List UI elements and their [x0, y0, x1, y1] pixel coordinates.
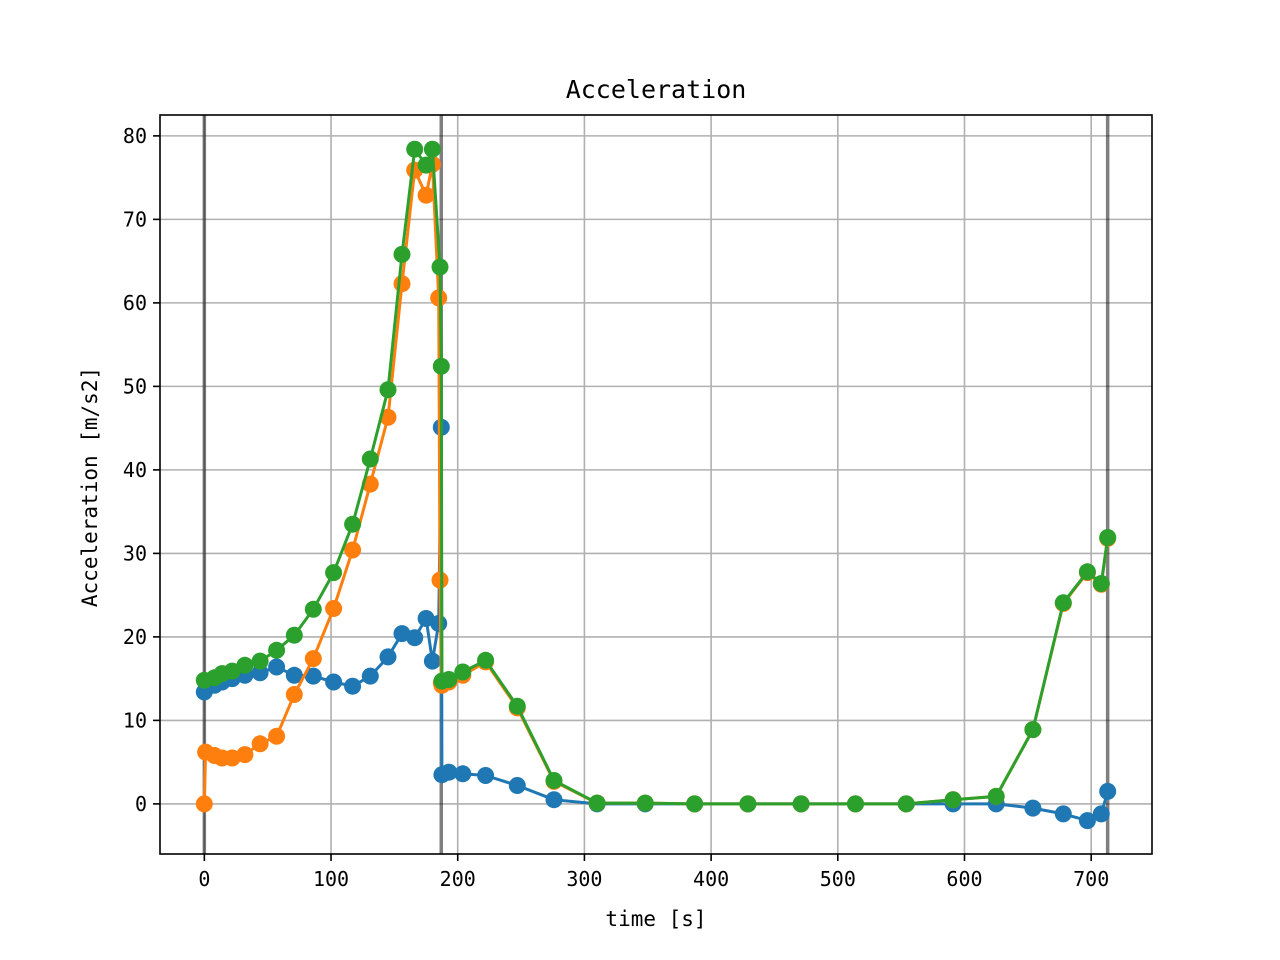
data-point	[423, 140, 441, 158]
data-point	[251, 664, 269, 682]
x-tick-label: 500	[820, 867, 856, 891]
y-tick-label: 70	[123, 207, 147, 231]
data-point	[588, 794, 606, 812]
series-3	[195, 140, 1117, 813]
data-point	[636, 794, 654, 812]
axis-ticks: 0 100 200 300 400 500 600 700 0 10 20 30 40 50 60 70 80	[123, 124, 1109, 891]
data-point	[1092, 575, 1110, 592]
data-point	[739, 795, 757, 813]
data-point	[325, 673, 343, 691]
chart-title: Acceleration	[566, 75, 747, 104]
y-tick-label: 30	[123, 541, 147, 565]
data-point	[325, 600, 343, 617]
data-point	[440, 763, 458, 781]
data-point	[847, 795, 864, 813]
data-point	[1054, 594, 1072, 612]
data-point	[268, 641, 286, 659]
y-tick-label: 50	[123, 374, 147, 398]
data-point	[417, 156, 435, 174]
x-tick-label: 200	[440, 867, 476, 891]
data-point	[344, 515, 362, 533]
x-tick-label: 600	[946, 867, 982, 891]
data-point	[304, 600, 322, 618]
data-point	[325, 564, 343, 582]
y-tick-label: 20	[123, 625, 147, 649]
data-point	[432, 357, 450, 375]
data-point	[251, 735, 269, 753]
data-point	[686, 795, 704, 813]
data-point	[1078, 563, 1096, 581]
data-point	[1099, 782, 1117, 800]
data-point	[251, 652, 269, 670]
data-point	[379, 381, 397, 399]
data-point	[987, 787, 1005, 805]
y-tick-label: 40	[123, 458, 147, 482]
data-point	[1024, 799, 1042, 817]
data-point	[304, 650, 322, 668]
series-group	[195, 140, 1117, 830]
data-point	[285, 686, 303, 703]
data-point	[944, 791, 962, 809]
data-point	[423, 652, 441, 670]
data-point	[406, 140, 424, 158]
data-point	[223, 662, 241, 680]
data-point	[477, 651, 495, 669]
data-point	[344, 541, 362, 559]
data-point	[195, 795, 213, 813]
data-point	[285, 626, 303, 644]
y-tick-label: 10	[123, 708, 147, 732]
data-point	[508, 777, 526, 794]
data-point	[361, 450, 379, 468]
data-point	[285, 666, 303, 684]
data-point	[430, 615, 448, 632]
data-point	[344, 677, 362, 695]
data-point	[379, 408, 397, 426]
data-point	[508, 697, 526, 715]
x-tick-label: 300	[566, 867, 602, 891]
data-point	[454, 765, 472, 783]
data-point	[393, 275, 411, 293]
data-point	[430, 289, 448, 307]
data-point	[454, 663, 472, 681]
y-axis-label: Acceleration [m/s2]	[78, 367, 102, 607]
y-tick-label: 60	[123, 291, 147, 315]
data-point	[545, 772, 563, 789]
x-axis-label: time [s]	[605, 907, 706, 931]
data-point	[1099, 529, 1117, 546]
x-tick-label: 100	[313, 867, 349, 891]
data-point	[268, 727, 286, 745]
data-point	[268, 658, 286, 676]
data-point	[897, 795, 915, 813]
data-point	[236, 656, 254, 674]
grid-lines	[160, 115, 1152, 854]
data-point	[236, 746, 254, 764]
data-point	[361, 667, 379, 685]
x-tick-label: 400	[693, 867, 729, 891]
data-point	[379, 648, 397, 666]
data-point	[304, 667, 322, 685]
data-point	[417, 186, 435, 204]
y-tick-label: 80	[123, 124, 147, 148]
data-point	[477, 767, 495, 784]
data-point	[545, 791, 563, 809]
data-point	[1054, 805, 1072, 823]
data-point	[1078, 812, 1096, 830]
x-tick-label: 700	[1073, 867, 1109, 891]
data-point	[440, 671, 458, 688]
data-point	[393, 245, 411, 263]
data-point	[1024, 721, 1042, 739]
data-point	[431, 258, 449, 276]
data-point	[431, 571, 449, 589]
plot-frame	[159, 114, 1153, 855]
y-tick-label: 0	[135, 792, 147, 816]
data-point	[792, 795, 810, 813]
data-point	[1092, 805, 1110, 823]
x-tick-label: 0	[198, 867, 210, 891]
data-point	[406, 629, 424, 647]
